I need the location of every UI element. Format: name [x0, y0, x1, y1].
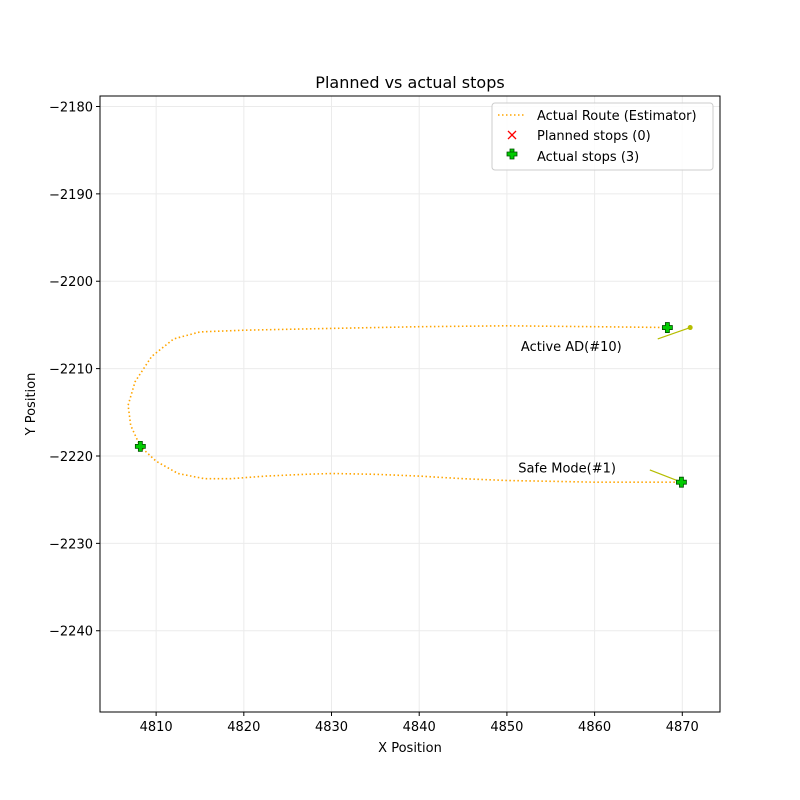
stops-layer — [134, 322, 687, 488]
legend-planned-label: Planned stops (0) — [537, 129, 651, 144]
legend-actual-marker — [506, 148, 518, 160]
y-axis: −2180 −2190 −2200 −2210 −2220 −2230 −2240 — [49, 100, 100, 640]
y-tick-label: −2240 — [49, 625, 93, 640]
y-tick-label: −2200 — [49, 275, 93, 290]
legend-box — [491, 102, 714, 171]
y-tick-label: −2180 — [49, 100, 93, 115]
annotation-label: Safe Mode(#1) — [518, 461, 616, 476]
x-tick-label: 4860 — [578, 720, 611, 735]
actual-stop-marker — [676, 476, 687, 488]
y-tick-label: −2230 — [49, 537, 93, 552]
x-tick-label: 4840 — [403, 720, 436, 735]
x-tick-label: 4850 — [490, 720, 523, 735]
y-tick-label: −2220 — [49, 450, 93, 465]
legend: Actual Route (Estimator) Planned stops (… — [491, 102, 714, 171]
y-axis-label: Y Position — [24, 373, 39, 437]
annotation-label: Active AD(#10) — [521, 340, 622, 355]
chart-title: Planned vs actual stops — [315, 73, 504, 92]
plot-frame — [99, 95, 721, 713]
x-axis-label: X Position — [378, 741, 442, 756]
x-tick-label: 4810 — [140, 720, 173, 735]
legend-planned-marker — [507, 130, 517, 140]
x-axis: 4810 4820 4830 4840 4850 4860 4870 — [140, 712, 699, 735]
annotation-arrow — [657, 326, 691, 340]
x-tick-label: 4820 — [227, 720, 260, 735]
x-tick-label: 4830 — [315, 720, 348, 735]
x-tick-label: 4870 — [666, 720, 699, 735]
y-tick-label: −2210 — [49, 363, 93, 378]
grid — [100, 96, 720, 712]
legend-route-label: Actual Route (Estimator) — [537, 109, 697, 124]
actual-stop-marker — [661, 322, 673, 333]
legend-actual-label: Actual stops (3) — [537, 150, 639, 165]
y-tick-label: −2190 — [49, 188, 93, 203]
annotation-point — [687, 325, 693, 331]
actual-stop-marker — [134, 440, 146, 452]
